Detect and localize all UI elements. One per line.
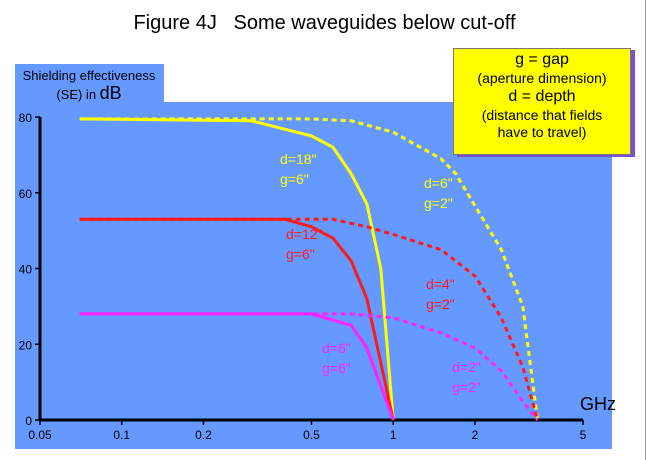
x-tick-label: 5 (580, 428, 587, 442)
x-tick-label: 0.1 (113, 428, 130, 442)
x-tick-label: 0.5 (303, 428, 320, 442)
y-tick-label: 40 (19, 263, 33, 277)
y-axis-label-line1: Shielding effectiveness (23, 68, 156, 83)
y-tick-label: 0 (25, 414, 32, 428)
series-label-gap: g=6" (280, 171, 309, 187)
x-tick-label: 0.05 (28, 428, 52, 442)
series-line-dashed (79, 217, 539, 421)
x-axis-label: GHz (580, 394, 616, 414)
y-tick-label: 60 (19, 187, 33, 201)
series-label-gap: g=2" (426, 296, 455, 312)
legend-line: have to travel) (497, 124, 587, 140)
y-axis-label-prefix: (SE) in (56, 87, 99, 102)
ylabel-background (15, 64, 164, 104)
series-label-depth: d=18" (280, 151, 317, 167)
x-tick-label: 1 (390, 428, 397, 442)
series-line-dashed (79, 117, 539, 421)
series-label-gap: g=6" (322, 360, 351, 376)
legend-line: d = depth (508, 88, 576, 105)
legend-line: (distance that fields (481, 107, 603, 123)
legend-line: g = gap (515, 51, 569, 68)
series-label-depth: d=12" (286, 226, 323, 242)
series-label-depth: d=4" (426, 276, 455, 292)
legend-box: g = gap (aperture dimension) d = depth (dis… (453, 48, 631, 155)
chart-title: Figure 4J Some waveguides below cut-off (133, 12, 516, 34)
series-line-dashed (79, 312, 539, 421)
y-tick-label: 80 (19, 111, 33, 125)
series-label-gap: g=2" (452, 379, 481, 395)
y-axis-label-unit: dB (100, 83, 122, 103)
series-label-depth: d=6" (322, 340, 351, 356)
x-tick-label: 2 (472, 428, 479, 442)
series-label-gap: g=2" (424, 195, 453, 211)
series-label-depth: d=6" (424, 175, 453, 191)
series-line-solid (79, 117, 395, 421)
series-line-solid (79, 217, 395, 421)
right-border (645, 0, 646, 460)
legend-line: (aperture dimension) (477, 70, 607, 86)
y-axis-label-line2: (SE) in dB (56, 83, 121, 103)
x-tick-label: 0.2 (195, 428, 212, 442)
series-label-gap: g=6" (286, 246, 315, 262)
y-tick-label: 20 (19, 338, 33, 352)
series-label-depth: d=2" (452, 359, 481, 375)
